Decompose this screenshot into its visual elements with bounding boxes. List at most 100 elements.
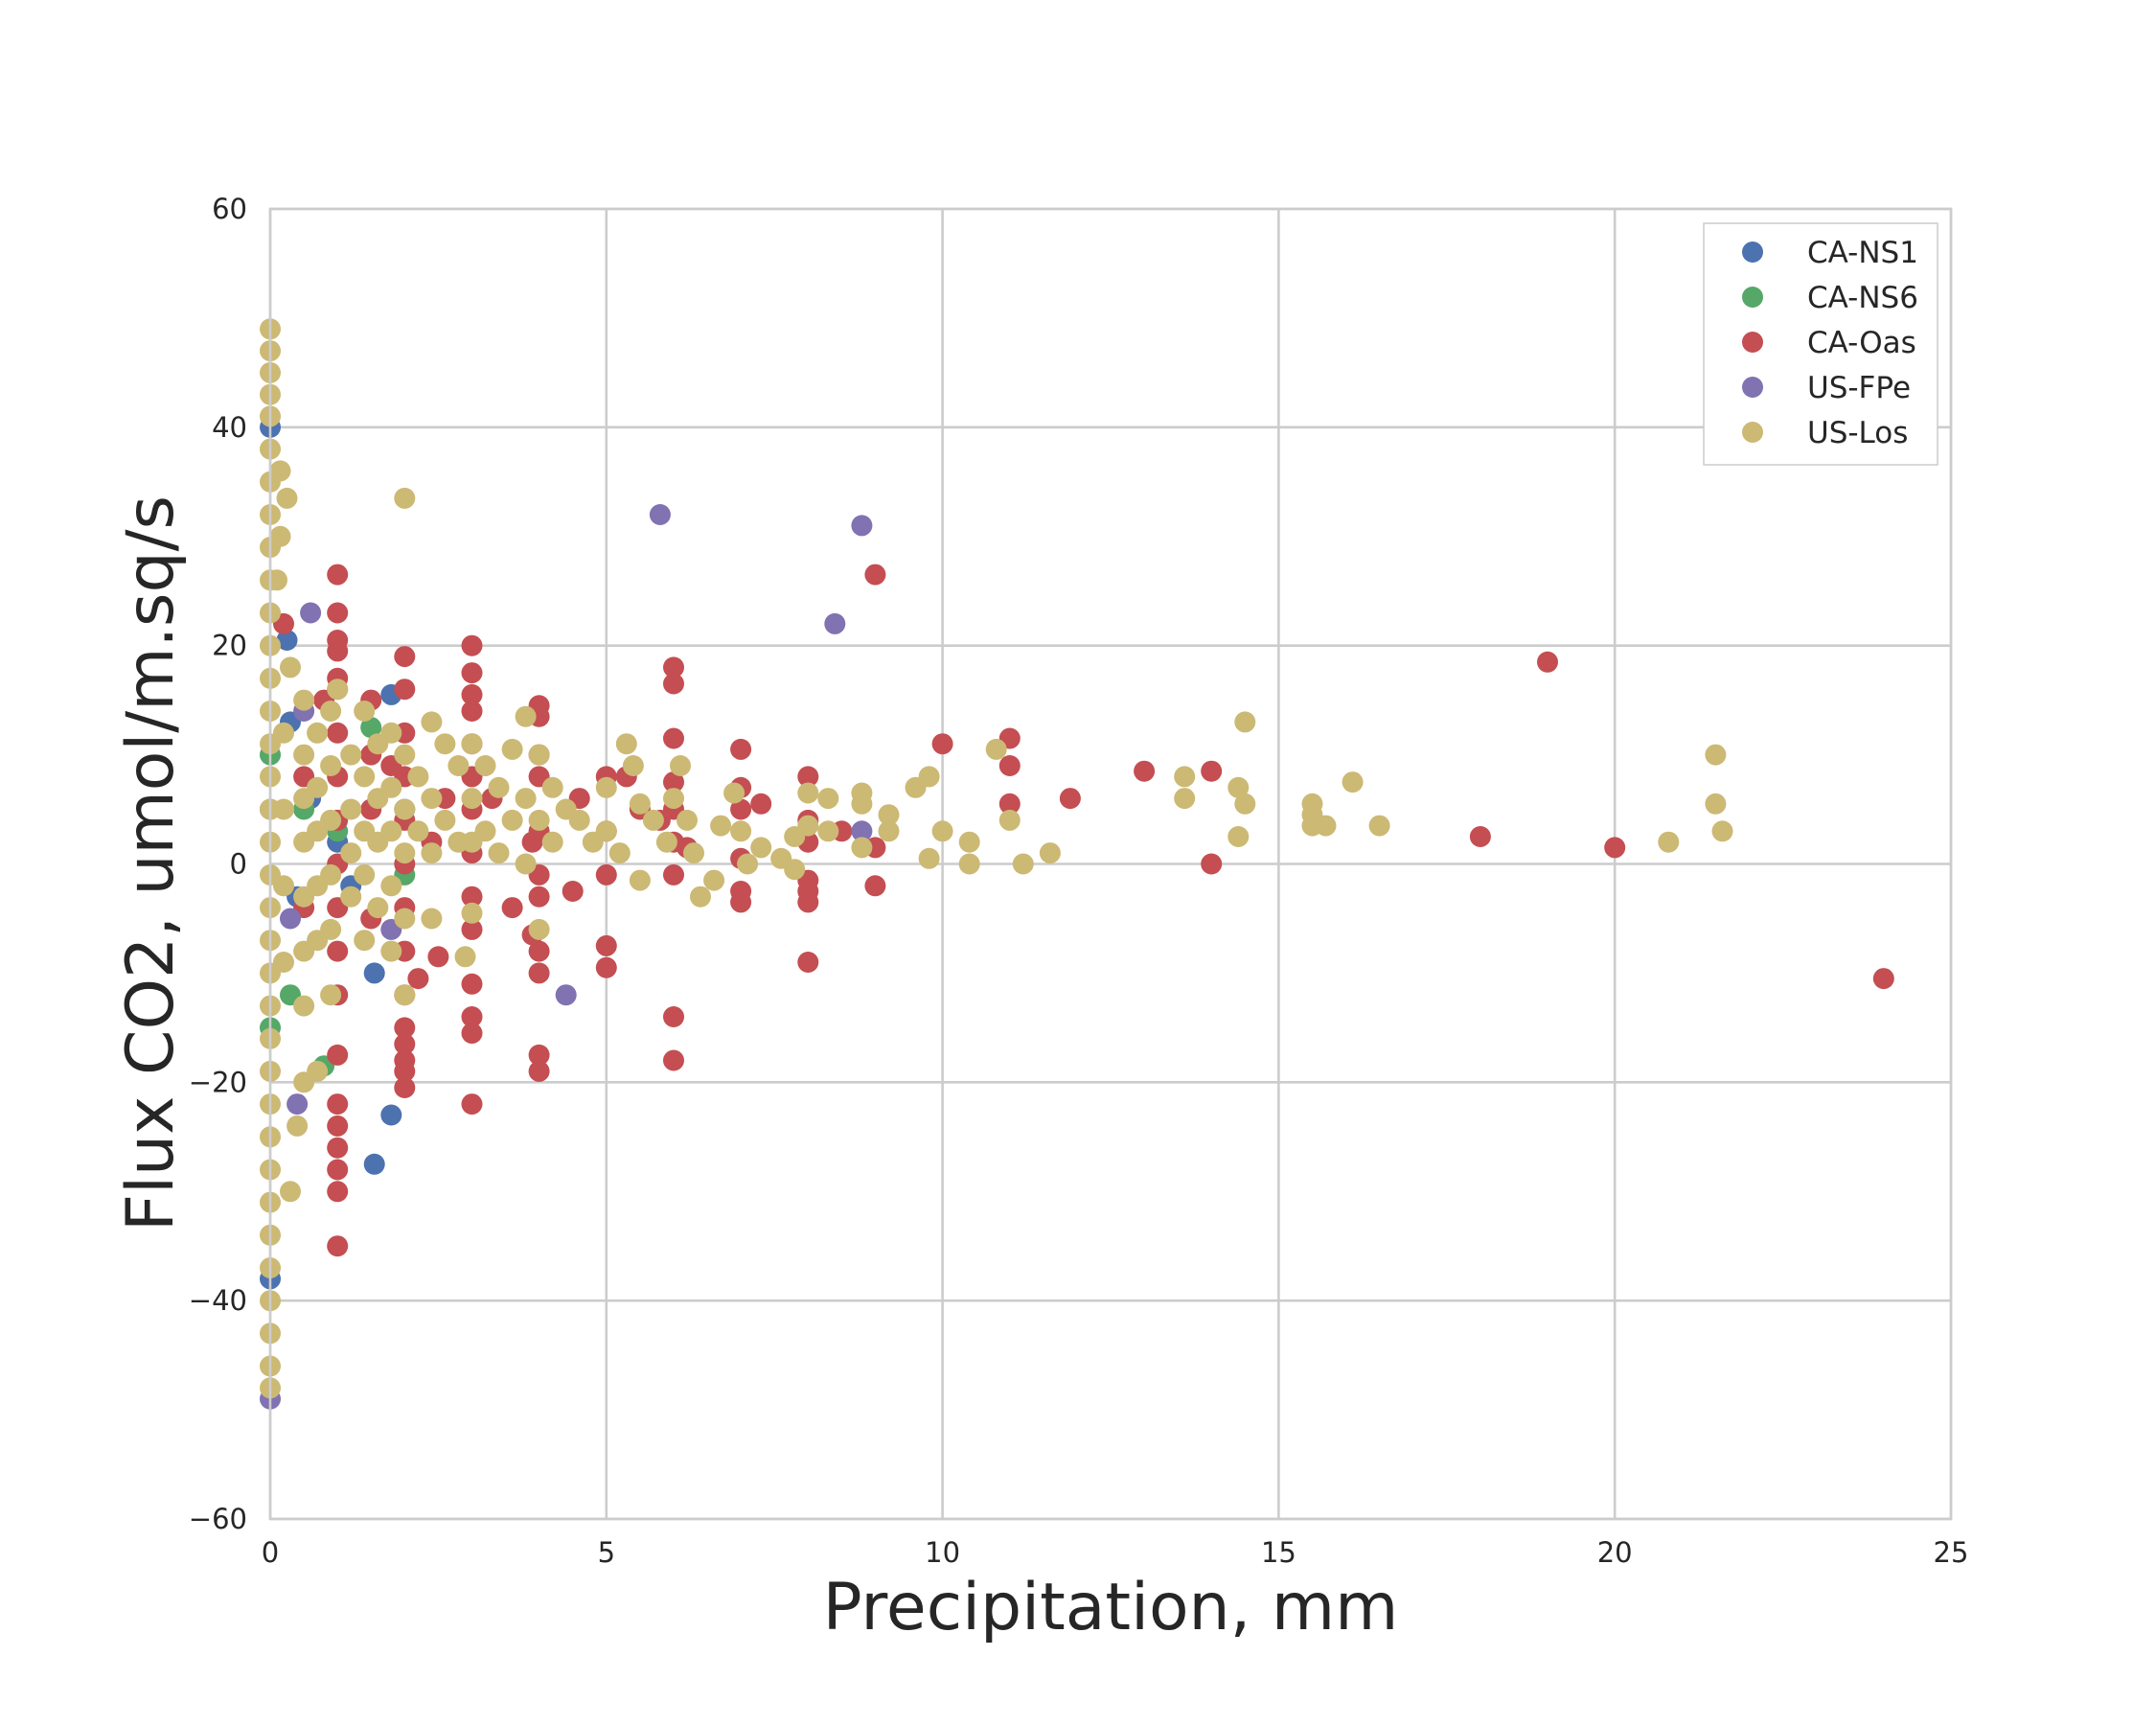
data-point bbox=[629, 869, 651, 891]
data-point bbox=[878, 820, 900, 842]
data-point bbox=[320, 809, 342, 831]
data-point bbox=[528, 809, 550, 831]
data-point bbox=[327, 1093, 349, 1116]
data-point bbox=[327, 564, 349, 586]
data-point bbox=[663, 1049, 684, 1071]
data-point bbox=[1658, 831, 1680, 853]
data-point bbox=[931, 733, 953, 755]
data-point bbox=[461, 973, 483, 995]
data-point bbox=[985, 738, 1007, 760]
data-point bbox=[280, 908, 301, 930]
data-point bbox=[320, 701, 342, 722]
data-point bbox=[595, 863, 617, 886]
data-point bbox=[1872, 968, 1894, 990]
data-point bbox=[394, 798, 416, 820]
data-point bbox=[851, 515, 873, 537]
data-point bbox=[354, 930, 376, 952]
data-point bbox=[824, 612, 846, 634]
data-point bbox=[784, 859, 806, 881]
data-point bbox=[663, 673, 684, 695]
data-point bbox=[541, 831, 563, 853]
data-point bbox=[1711, 820, 1733, 842]
data-point bbox=[320, 918, 342, 940]
data-point bbox=[1174, 766, 1196, 788]
x-tick-label: 5 bbox=[598, 1536, 615, 1569]
y-tick-label: −40 bbox=[189, 1284, 247, 1317]
data-point bbox=[421, 842, 443, 864]
data-point bbox=[327, 940, 349, 962]
data-point bbox=[327, 640, 349, 662]
data-point bbox=[454, 946, 476, 968]
data-point bbox=[340, 886, 362, 908]
data-point bbox=[750, 837, 772, 859]
x-tick-label: 15 bbox=[1261, 1536, 1296, 1569]
data-point bbox=[1059, 788, 1081, 810]
data-point bbox=[528, 744, 550, 766]
data-point bbox=[320, 755, 342, 776]
data-point bbox=[998, 755, 1021, 776]
data-point bbox=[269, 460, 291, 482]
data-point bbox=[622, 755, 644, 776]
data-point bbox=[380, 776, 402, 798]
data-point bbox=[710, 815, 732, 837]
data-point bbox=[320, 863, 342, 886]
data-point bbox=[461, 1023, 483, 1045]
data-point bbox=[340, 842, 362, 864]
data-point bbox=[737, 853, 759, 875]
data-point bbox=[1227, 776, 1250, 798]
data-point bbox=[273, 952, 294, 973]
data-point bbox=[528, 886, 550, 908]
data-point bbox=[703, 869, 725, 891]
plot-frame bbox=[268, 207, 1953, 1521]
data-point bbox=[958, 853, 980, 875]
legend: CA-NS1 CA-NS6 CA-Oas US-FPe US-Los bbox=[1703, 222, 1938, 466]
data-point bbox=[380, 1104, 402, 1126]
data-point bbox=[878, 804, 900, 826]
data-point bbox=[528, 962, 550, 984]
data-point bbox=[958, 831, 980, 853]
data-point bbox=[595, 934, 617, 956]
data-point bbox=[1201, 760, 1223, 782]
series-us-fpe bbox=[260, 504, 873, 1410]
data-point bbox=[307, 776, 329, 798]
data-point bbox=[677, 809, 698, 831]
x-tick-label: 0 bbox=[262, 1536, 279, 1569]
data-point bbox=[273, 798, 294, 820]
data-point bbox=[273, 722, 294, 744]
data-point bbox=[327, 1115, 349, 1137]
data-point bbox=[629, 793, 651, 815]
data-point bbox=[474, 820, 496, 842]
data-point bbox=[655, 831, 677, 853]
data-point bbox=[461, 634, 483, 656]
data-point bbox=[864, 875, 886, 897]
x-tick-labels: 0 5 10 15 20 25 bbox=[262, 1536, 1969, 1569]
legend-label-us-fpe: US-FPe bbox=[1807, 371, 1911, 405]
data-point bbox=[723, 782, 745, 804]
data-point bbox=[541, 776, 563, 798]
data-point bbox=[730, 798, 752, 820]
data-point bbox=[683, 842, 704, 864]
data-point bbox=[642, 809, 664, 831]
data-point bbox=[380, 820, 402, 842]
data-point bbox=[501, 738, 523, 760]
data-point bbox=[663, 656, 684, 678]
data-point bbox=[730, 820, 752, 842]
data-point bbox=[797, 815, 819, 837]
data-point bbox=[1469, 826, 1491, 847]
data-point bbox=[595, 820, 617, 842]
data-point bbox=[663, 788, 684, 810]
data-point bbox=[1227, 826, 1250, 847]
data-point bbox=[394, 744, 416, 766]
data-point bbox=[354, 863, 376, 886]
data-point bbox=[276, 630, 298, 651]
y-tick-label: 40 bbox=[212, 411, 247, 444]
data-point bbox=[797, 766, 819, 788]
data-point bbox=[663, 727, 684, 749]
data-point bbox=[1604, 837, 1626, 859]
data-point bbox=[515, 788, 537, 810]
x-tick-label: 10 bbox=[925, 1536, 960, 1569]
data-point bbox=[394, 487, 416, 509]
legend-label-ca-ns1: CA-NS1 bbox=[1807, 236, 1918, 270]
data-point bbox=[608, 842, 631, 864]
